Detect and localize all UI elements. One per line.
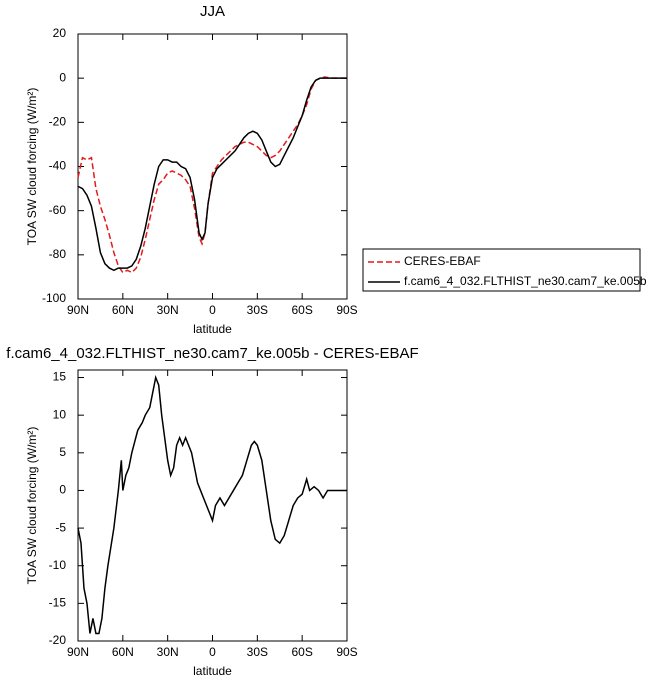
legend-label: f.cam6_4_032.FLTHIST_ne30.cam7_ke.005b [404, 274, 647, 288]
x-tick-label: 60N [112, 645, 134, 659]
y-tick-label: -60 [49, 203, 67, 217]
x-tick-label: 0 [209, 645, 216, 659]
x-axis-label: latitude [193, 322, 232, 336]
plot-frame [77, 369, 348, 642]
data-line [77, 374, 347, 635]
x-tick-label: 30S [247, 303, 268, 317]
y-tick-label: -80 [49, 247, 67, 261]
chart-title: f.cam6_4_032.FLTHIST_ne30.cam7_ke.005b -… [6, 345, 418, 362]
y-tick-label: 20 [53, 26, 67, 40]
x-tick-label: 30N [157, 645, 179, 659]
y-tick-label: 15 [53, 370, 67, 384]
y-tick-label: 0 [59, 70, 66, 84]
y-tick-label: -5 [55, 520, 66, 534]
legend-box [362, 248, 641, 292]
plot-frame [77, 33, 348, 300]
y-tick-label: -20 [49, 115, 67, 129]
y-axis-label: TOA SW cloud forcing (W/m²) [25, 88, 39, 246]
x-tick-label: 90N [67, 645, 89, 659]
data-line [77, 76, 347, 274]
y-tick-label: 0 [59, 483, 66, 497]
x-tick-label: 30N [157, 303, 179, 317]
y-tick-label: -20 [49, 633, 67, 647]
y-tick-label: -10 [49, 558, 67, 572]
y-axis-label: TOA SW cloud forcing (W/m²) [25, 427, 39, 585]
y-tick-label: 5 [59, 445, 66, 459]
y-tick-label: -100 [42, 291, 66, 305]
y-tick-label: 10 [53, 407, 67, 421]
x-tick-label: 60S [291, 645, 312, 659]
x-axis-label: latitude [193, 664, 232, 678]
x-tick-label: 60N [112, 303, 134, 317]
x-tick-label: 60S [291, 303, 312, 317]
data-line [77, 77, 347, 272]
chart-title: JJA [200, 3, 225, 20]
x-tick-label: 90N [67, 303, 89, 317]
legend-label: CERES-EBAF [404, 254, 481, 268]
y-tick-label: -40 [49, 159, 67, 173]
x-tick-label: 30S [247, 645, 268, 659]
y-tick-label: -15 [49, 596, 67, 610]
x-tick-label: 0 [209, 303, 216, 317]
x-tick-label: 90S [336, 645, 357, 659]
x-tick-label: 90S [336, 303, 357, 317]
